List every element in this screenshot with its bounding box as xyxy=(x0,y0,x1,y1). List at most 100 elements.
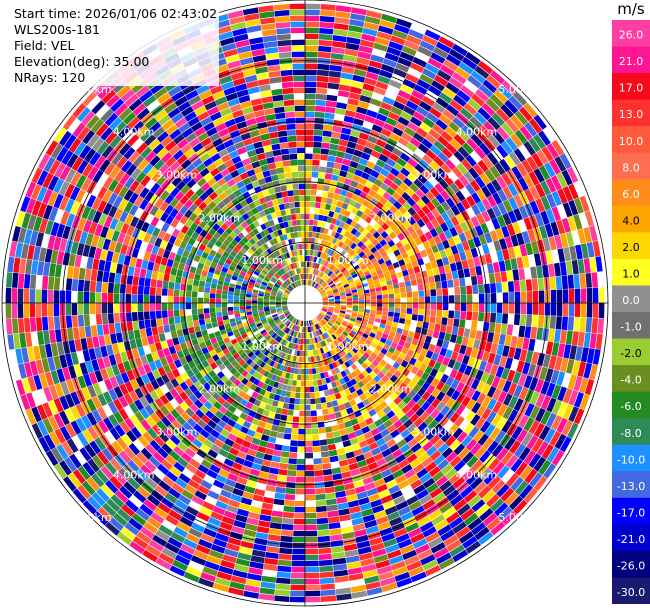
velocity-bin xyxy=(484,312,491,323)
velocity-bin xyxy=(317,323,321,329)
velocity-bin xyxy=(529,186,540,201)
velocity-bin xyxy=(264,324,270,329)
velocity-bin xyxy=(315,397,321,404)
velocity-bin xyxy=(333,23,349,31)
velocity-bin xyxy=(94,437,106,451)
velocity-bin xyxy=(352,291,358,296)
velocity-bin xyxy=(185,407,195,418)
velocity-bin xyxy=(163,364,172,374)
velocity-bin xyxy=(186,228,195,237)
velocity-bin xyxy=(317,251,322,258)
velocity-bin xyxy=(285,488,296,495)
velocity-bin xyxy=(251,549,266,558)
velocity-bin xyxy=(283,293,289,297)
velocity-bin xyxy=(269,430,278,438)
velocity-bin xyxy=(390,35,406,46)
velocity-bin xyxy=(170,267,178,276)
velocity-bin xyxy=(336,271,342,277)
velocity-bin xyxy=(329,534,343,541)
velocity-bin xyxy=(212,342,220,349)
velocity-bin xyxy=(312,434,320,441)
velocity-bin xyxy=(317,529,330,537)
velocity-bin xyxy=(185,354,193,363)
velocity-bin xyxy=(440,201,451,212)
velocity-bin xyxy=(371,239,379,247)
velocity-bin xyxy=(443,59,458,72)
velocity-bin xyxy=(328,363,334,370)
velocity-bin xyxy=(435,401,446,412)
velocity-bin xyxy=(180,225,190,234)
velocity-bin xyxy=(17,288,24,303)
velocity-bin xyxy=(327,270,333,277)
velocity-bin xyxy=(412,308,419,315)
velocity-bin xyxy=(209,293,216,299)
velocity-bin xyxy=(341,202,349,210)
velocity-bin xyxy=(317,415,324,422)
velocity-bin xyxy=(515,461,528,476)
velocity-bin xyxy=(226,452,237,462)
velocity-bin xyxy=(232,569,248,579)
velocity-bin xyxy=(296,458,305,465)
velocity-bin xyxy=(482,512,498,527)
velocity-bin xyxy=(486,386,497,398)
velocity-bin xyxy=(365,250,373,258)
velocity-bin xyxy=(305,416,312,423)
velocity-bin xyxy=(506,369,516,382)
velocity-bin xyxy=(130,216,140,228)
velocity-bin xyxy=(80,338,88,351)
velocity-bin xyxy=(141,374,150,385)
velocity-bin xyxy=(331,334,337,340)
velocity-bin xyxy=(208,228,217,236)
velocity-bin xyxy=(164,266,172,275)
velocity-bin xyxy=(252,371,260,378)
velocity-bin xyxy=(367,395,376,403)
velocity-bin xyxy=(465,183,476,195)
velocity-bin xyxy=(438,232,447,242)
velocity-bin xyxy=(406,453,418,464)
velocity-bin xyxy=(561,169,573,186)
velocity-bin xyxy=(392,321,399,328)
velocity-bin xyxy=(266,327,273,333)
velocity-bin xyxy=(440,324,447,333)
velocity-bin xyxy=(109,517,124,531)
velocity-bin xyxy=(67,472,82,488)
velocity-bin xyxy=(354,429,364,437)
velocity-bin xyxy=(317,379,323,386)
velocity-bin xyxy=(53,178,65,194)
velocity-bin xyxy=(245,373,253,381)
velocity-bin xyxy=(471,402,482,414)
velocity-bin xyxy=(206,469,218,479)
velocity-bin xyxy=(70,171,82,186)
velocity-bin xyxy=(105,480,119,494)
velocity-bin xyxy=(356,401,365,410)
velocity-bin xyxy=(415,407,425,417)
velocity-bin xyxy=(308,362,312,369)
velocity-bin xyxy=(65,315,73,328)
velocity-bin xyxy=(392,29,408,40)
velocity-bin xyxy=(246,517,259,526)
velocity-bin xyxy=(289,323,293,329)
velocity-bin xyxy=(180,342,188,351)
velocity-bin xyxy=(386,410,396,419)
velocity-bin xyxy=(386,424,397,434)
velocity-bin xyxy=(523,488,538,503)
velocity-bin xyxy=(65,423,77,438)
velocity-bin xyxy=(430,197,441,208)
velocity-bin xyxy=(123,189,134,201)
velocity-bin xyxy=(193,320,200,327)
velocity-bin xyxy=(380,251,388,258)
velocity-bin xyxy=(574,303,581,317)
velocity-bin xyxy=(176,247,185,256)
velocity-bin xyxy=(360,385,369,393)
velocity-bin xyxy=(148,539,164,552)
velocity-bin xyxy=(263,390,271,398)
velocity-bin xyxy=(370,342,378,349)
velocity-bin xyxy=(326,197,333,205)
velocity-bin xyxy=(431,398,441,409)
velocity-bin xyxy=(160,357,168,367)
velocity-bin xyxy=(319,265,324,271)
velocity-bin xyxy=(30,317,37,332)
velocity-bin xyxy=(373,404,383,414)
velocity-bin xyxy=(341,300,347,303)
velocity-bin xyxy=(289,316,294,322)
